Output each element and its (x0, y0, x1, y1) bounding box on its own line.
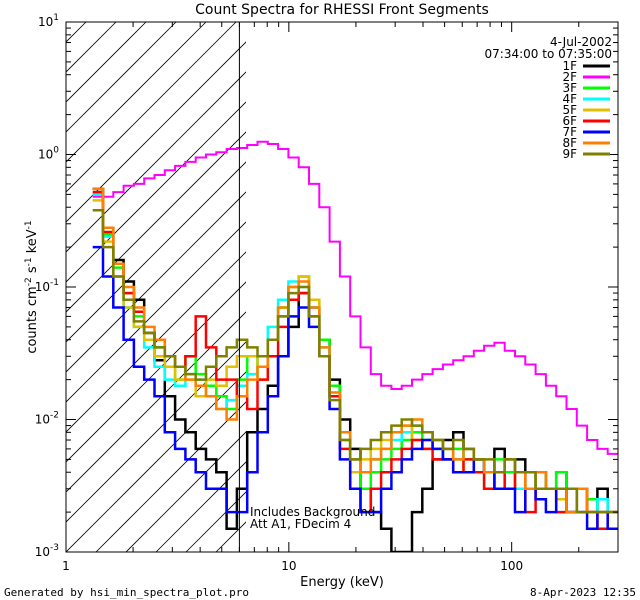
series-6F (92, 190, 618, 530)
series-8F (92, 187, 618, 514)
hatch-line (66, 251, 246, 433)
hatch-line (66, 161, 246, 343)
excluded-energy-hatch (0, 22, 640, 552)
hatch-line (66, 71, 246, 253)
x-tick-label: 100 (500, 559, 523, 573)
y-tick-label: 10-1 (35, 278, 59, 294)
series-lines (92, 140, 618, 552)
legend-label-8F: 8F (562, 136, 577, 150)
legend-label-6F: 6F (562, 114, 577, 128)
series-2F (92, 140, 618, 455)
hatch-line (66, 371, 246, 552)
annotation-attenuator: Att A1, FDecim 4 (250, 517, 351, 531)
hatch-line (125, 431, 246, 552)
hatch-line (66, 341, 246, 523)
hatch-line (66, 22, 207, 163)
hatch-line (66, 101, 246, 283)
y-tick-label: 10-3 (35, 543, 59, 559)
x-axis-label: Energy (keV) (300, 575, 384, 590)
legend-label-9F: 9F (562, 147, 577, 161)
legend-label-1F: 1F (562, 59, 577, 73)
hatch-line (66, 22, 177, 133)
series-7F (92, 245, 618, 530)
hatch-line (66, 22, 237, 193)
hatch-line (95, 401, 246, 552)
series-9F (92, 208, 618, 514)
series-1F (92, 187, 618, 552)
y-axis: 10-3 10-2 10-1 100 101 (35, 13, 618, 559)
hatch-line (66, 131, 246, 313)
y-tick-label: 10-2 (35, 411, 59, 427)
hatch-line (66, 191, 246, 373)
x-tick-label: 1 (62, 559, 70, 573)
legend-label-7F: 7F (562, 125, 577, 139)
hatch-line (155, 461, 246, 552)
y-tick-label: 100 (38, 146, 59, 162)
observation-date: 4-Jul-2002 (550, 35, 612, 49)
series-3F (92, 193, 618, 514)
hatch-line (66, 311, 246, 493)
hatch-line (636, 22, 640, 552)
hatch-line (66, 221, 246, 403)
chart-title: Count Spectra for RHESSI Front Segments (195, 2, 489, 18)
hatch-line (66, 281, 246, 463)
series-4F (92, 193, 618, 514)
observation-time-range: 07:34:00 to 07:35:00 (485, 47, 612, 61)
legend-label-2F: 2F (562, 70, 577, 84)
generated-by-footer: Generated by hsi_min_spectra_plot.pro (4, 586, 249, 599)
y-axis-label: counts cm-2 s-1 keV-1 (24, 220, 40, 353)
hatch-line (66, 41, 246, 223)
x-axis: 1 10 100 (62, 22, 619, 573)
legend-label-4F: 4F (562, 92, 577, 106)
legend-label-3F: 3F (562, 81, 577, 95)
x-tick-label: 10 (281, 559, 296, 573)
legend-label-5F: 5F (562, 103, 577, 117)
annotation-background: Includes Background (250, 505, 375, 519)
plot-timestamp: 8-Apr-2023 12:35 (530, 586, 636, 599)
hatch-line (0, 22, 26, 552)
y-tick-label: 101 (38, 13, 59, 29)
